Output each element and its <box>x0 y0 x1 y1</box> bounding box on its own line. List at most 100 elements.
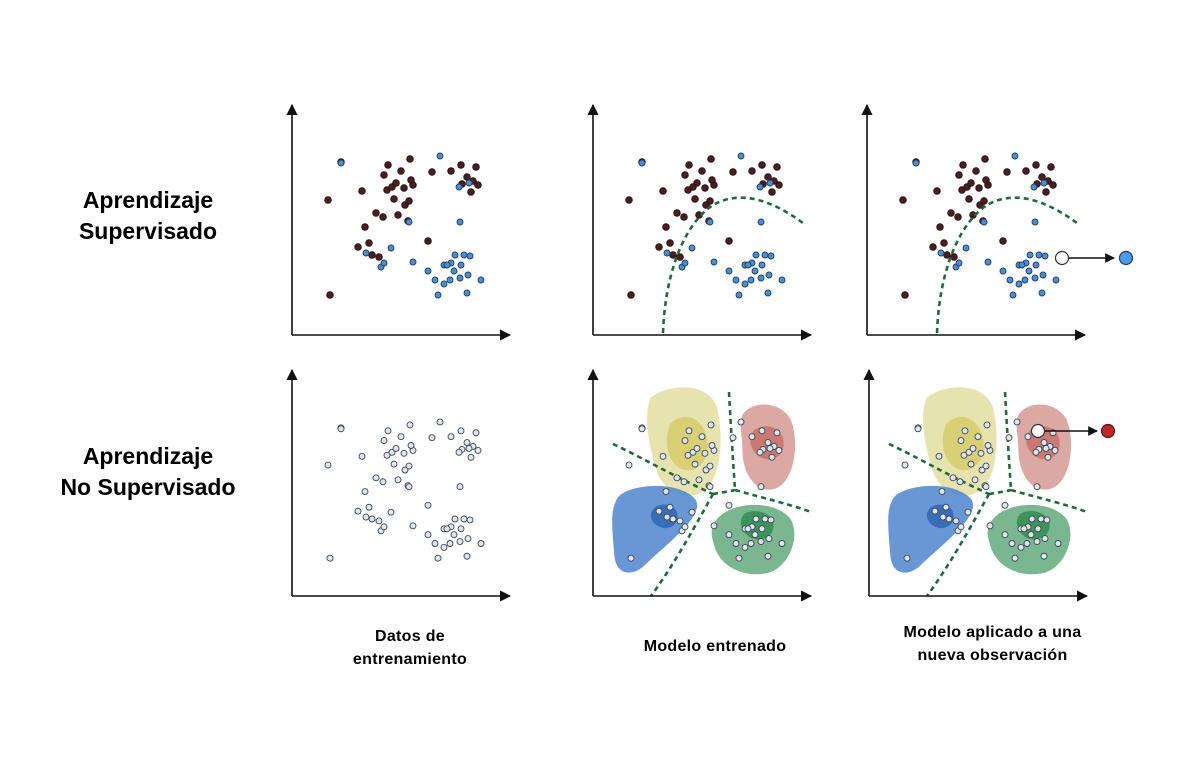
data-point <box>464 535 472 543</box>
data-point <box>773 429 781 437</box>
data-point <box>983 421 991 429</box>
data-point <box>659 187 667 195</box>
data-point <box>756 448 764 456</box>
data-point <box>706 462 714 470</box>
data-point <box>1049 181 1057 189</box>
data-point <box>424 501 432 509</box>
data-point <box>947 209 955 217</box>
data-point <box>324 461 332 469</box>
data-point <box>955 259 963 267</box>
data-point <box>967 460 975 468</box>
data-point <box>975 184 983 192</box>
caption-trained-model: Modelo entrenado <box>610 635 820 658</box>
data-point <box>362 513 370 521</box>
data-point <box>937 249 945 257</box>
data-point <box>676 517 684 525</box>
data-point <box>380 171 388 179</box>
data-point <box>431 276 439 284</box>
data-point <box>981 155 989 163</box>
data-point <box>443 525 451 533</box>
data-point <box>903 554 911 562</box>
row-label-line: Aprendizaje <box>82 187 214 213</box>
data-point <box>397 167 405 175</box>
data-point <box>681 523 689 531</box>
data-point <box>914 425 922 433</box>
data-point <box>707 155 715 163</box>
data-point <box>702 466 710 474</box>
data-point <box>957 523 965 531</box>
data-point <box>380 259 388 267</box>
data-point <box>1044 453 1052 461</box>
data-point <box>465 179 473 187</box>
data-point <box>1008 540 1016 547</box>
data-point <box>669 515 677 523</box>
data-point <box>627 554 635 562</box>
data-point <box>1028 515 1036 523</box>
data-point <box>1018 261 1026 269</box>
data-point <box>1025 267 1033 275</box>
data-point <box>1041 535 1049 543</box>
data-point <box>456 483 464 491</box>
data-point <box>778 276 786 284</box>
data-point <box>681 437 689 445</box>
data-point <box>978 466 986 474</box>
data-point <box>684 451 692 459</box>
data-point <box>735 291 743 299</box>
data-point <box>383 451 391 459</box>
caption-applied-model: Modelo aplicado a una nueva observación <box>865 621 1120 667</box>
data-point <box>757 218 765 226</box>
data-point <box>1047 163 1055 171</box>
data-point <box>463 289 471 297</box>
data-point <box>955 171 963 179</box>
data-point <box>450 531 458 539</box>
data-point <box>673 474 681 482</box>
data-point <box>446 276 454 284</box>
data-point <box>680 478 688 486</box>
data-point <box>428 168 436 176</box>
data-point <box>1043 516 1051 524</box>
data-point <box>767 516 775 524</box>
data-point <box>725 501 733 509</box>
data-point <box>463 173 471 181</box>
cluster-boundary <box>734 488 812 514</box>
data-point <box>1040 179 1048 187</box>
data-point <box>456 218 464 226</box>
data-point <box>405 197 413 205</box>
data-point <box>765 535 773 543</box>
data-point <box>1031 274 1039 282</box>
data-point <box>326 554 334 562</box>
data-point <box>999 237 1007 245</box>
data-point <box>766 444 774 452</box>
data-point <box>764 439 772 447</box>
data-point <box>428 434 436 442</box>
data-point <box>685 427 693 435</box>
decision-boundary <box>661 196 804 334</box>
data-point <box>407 176 415 184</box>
data-point <box>1034 525 1042 533</box>
data-point <box>447 433 455 441</box>
data-point <box>451 251 459 259</box>
data-point <box>440 543 448 551</box>
data-point <box>764 289 772 297</box>
cluster-blue <box>888 485 974 573</box>
data-point <box>912 159 920 167</box>
caption-line: entrenamiento <box>352 651 468 668</box>
data-point <box>358 452 366 460</box>
data-point <box>757 274 765 282</box>
data-point <box>969 444 977 452</box>
data-point <box>451 515 459 523</box>
data-point <box>368 251 376 259</box>
caption-line: Modelo entrenado <box>643 638 787 655</box>
data-point <box>394 211 402 219</box>
caption-training-data: Datos de entrenamiento <box>310 625 510 671</box>
data-point <box>1006 276 1014 284</box>
data-point <box>741 280 749 288</box>
data-point <box>466 516 474 524</box>
row-label-supervised: Aprendizaje Supervisado <box>18 185 278 247</box>
data-point <box>980 197 988 205</box>
data-point <box>710 258 718 266</box>
data-point <box>362 249 370 257</box>
data-point <box>463 552 471 560</box>
data-point <box>961 427 969 435</box>
